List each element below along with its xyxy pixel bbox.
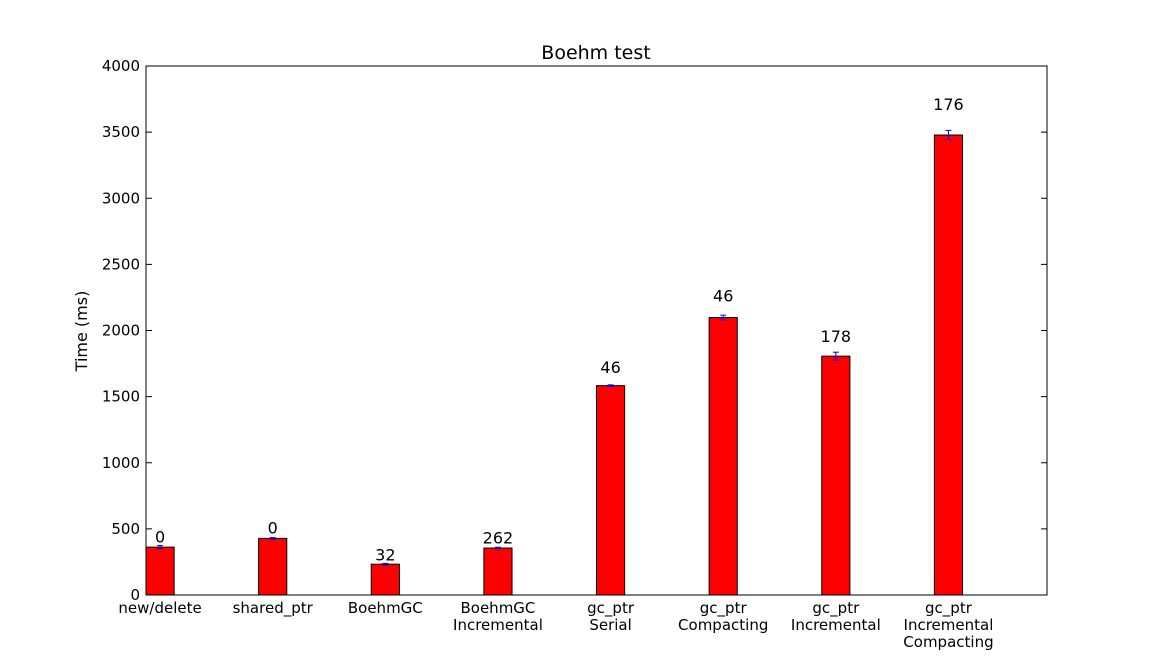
x-tick-label-line: Incremental: [904, 616, 994, 634]
bar-value-label: 46: [600, 358, 620, 377]
bar-value-label: 176: [933, 95, 964, 114]
x-tick-label-line: Compacting: [903, 633, 993, 651]
bar: [708, 317, 738, 596]
x-tick-label-line: new/delete: [118, 599, 201, 617]
bar-value-label: 46: [713, 287, 733, 306]
chart-marks: 050010001500200025003000350040000new/del…: [102, 57, 1047, 651]
bar: [258, 537, 288, 596]
x-tick-label-line: BoehmGC: [460, 599, 535, 617]
bar: [145, 546, 175, 596]
x-tick-label: BoehmGC: [348, 599, 423, 617]
y-tick-label: 4000: [102, 57, 140, 75]
bar: [933, 134, 964, 596]
x-tick-label-line: Serial: [589, 616, 631, 634]
y-tick-label: 0: [130, 586, 140, 604]
x-tick-label-line: Compacting: [678, 616, 768, 634]
x-tick-label: BoehmGC Incremental: [453, 599, 543, 634]
bar-value-label: 0: [155, 528, 165, 547]
bar-value-label: 262: [483, 529, 514, 548]
y-tick-label: 2000: [102, 322, 140, 340]
y-tick-label: 1500: [102, 388, 140, 406]
plot-frame: [145, 65, 1048, 596]
y-tick-label: 1000: [102, 454, 140, 472]
y-tick-label: 3500: [102, 123, 140, 141]
x-tick-label: gc_ptr Serial: [587, 599, 635, 634]
chart-title: Boehm test: [541, 42, 650, 64]
x-tick-label: shared_ptr: [233, 599, 314, 618]
bar-value-label: 32: [375, 546, 395, 565]
x-tick-label-line: Incremental: [791, 616, 881, 634]
x-tick-label-line: gc_ptr: [925, 599, 973, 618]
x-tick-label-line: Incremental: [453, 616, 543, 634]
bar: [483, 547, 513, 596]
y-tick-label: 3000: [102, 189, 140, 207]
bar: [821, 355, 851, 596]
bar-value-label: 178: [821, 327, 852, 346]
x-tick-label-line: gc_ptr: [587, 599, 635, 618]
y-axis-label: Time (ms): [72, 291, 91, 373]
x-tick-label-line: gc_ptr: [700, 599, 748, 618]
x-tick-label: gc_ptr Incremental Compacting: [903, 599, 993, 651]
x-tick-label-line: BoehmGC: [348, 599, 423, 617]
y-tick-label: 2500: [102, 255, 140, 273]
x-tick-label: new/delete: [118, 599, 201, 617]
x-tick-label-line: shared_ptr: [233, 599, 314, 618]
x-tick-label: gc_ptr Incremental: [791, 599, 881, 634]
y-tick-label: 500: [111, 520, 140, 538]
x-tick-label: gc_ptr Compacting: [678, 599, 768, 634]
x-tick-label-line: gc_ptr: [812, 599, 860, 618]
bar: [596, 385, 626, 596]
bar: [370, 563, 400, 596]
bar-value-label: 0: [268, 519, 278, 538]
